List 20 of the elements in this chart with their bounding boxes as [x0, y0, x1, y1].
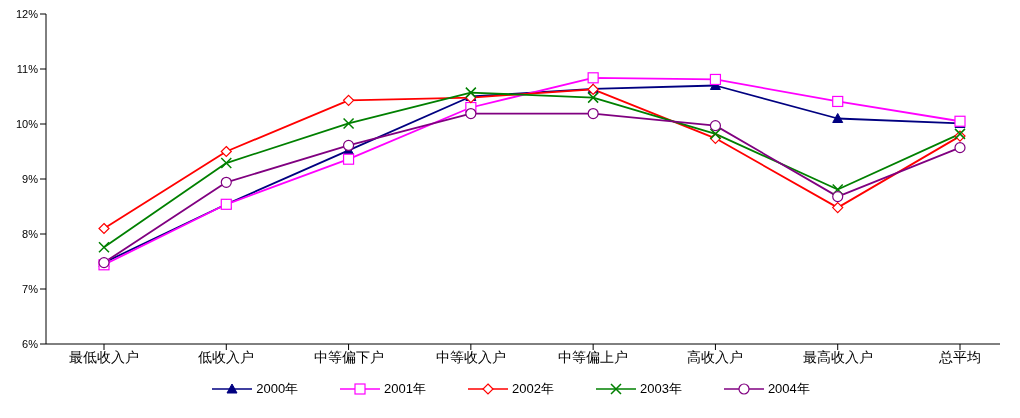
x-tick-label: 中等偏上户 [558, 348, 629, 365]
y-tick-label: 11% [16, 62, 39, 75]
y-tick-label: 10% [15, 117, 39, 130]
y-tick-label: 12% [15, 7, 39, 20]
legend-label: 2000年 [256, 380, 299, 398]
x-tick-label: 中等收入户 [435, 348, 506, 365]
x-tick-label: 总平均 [938, 348, 981, 365]
legend-label: 2004年 [767, 380, 810, 398]
x-tick-label: 中等偏下户 [313, 348, 384, 365]
y-tick-label: 7% [22, 282, 39, 295]
y-tick-label: 9% [22, 172, 39, 185]
x-tick-label: 低收入户 [198, 348, 255, 365]
y-tick-label: 8% [22, 227, 39, 240]
x-tick-label: 最高收入户 [802, 348, 873, 365]
x-tick-label: 高收入户 [687, 348, 744, 365]
legend-label: 2002年 [512, 380, 554, 398]
y-tick-label: 6% [22, 337, 39, 350]
legend-label: 2001年 [384, 380, 427, 398]
legend-label: 2003年 [639, 380, 682, 398]
x-tick-label: 最低收入户 [69, 348, 139, 365]
